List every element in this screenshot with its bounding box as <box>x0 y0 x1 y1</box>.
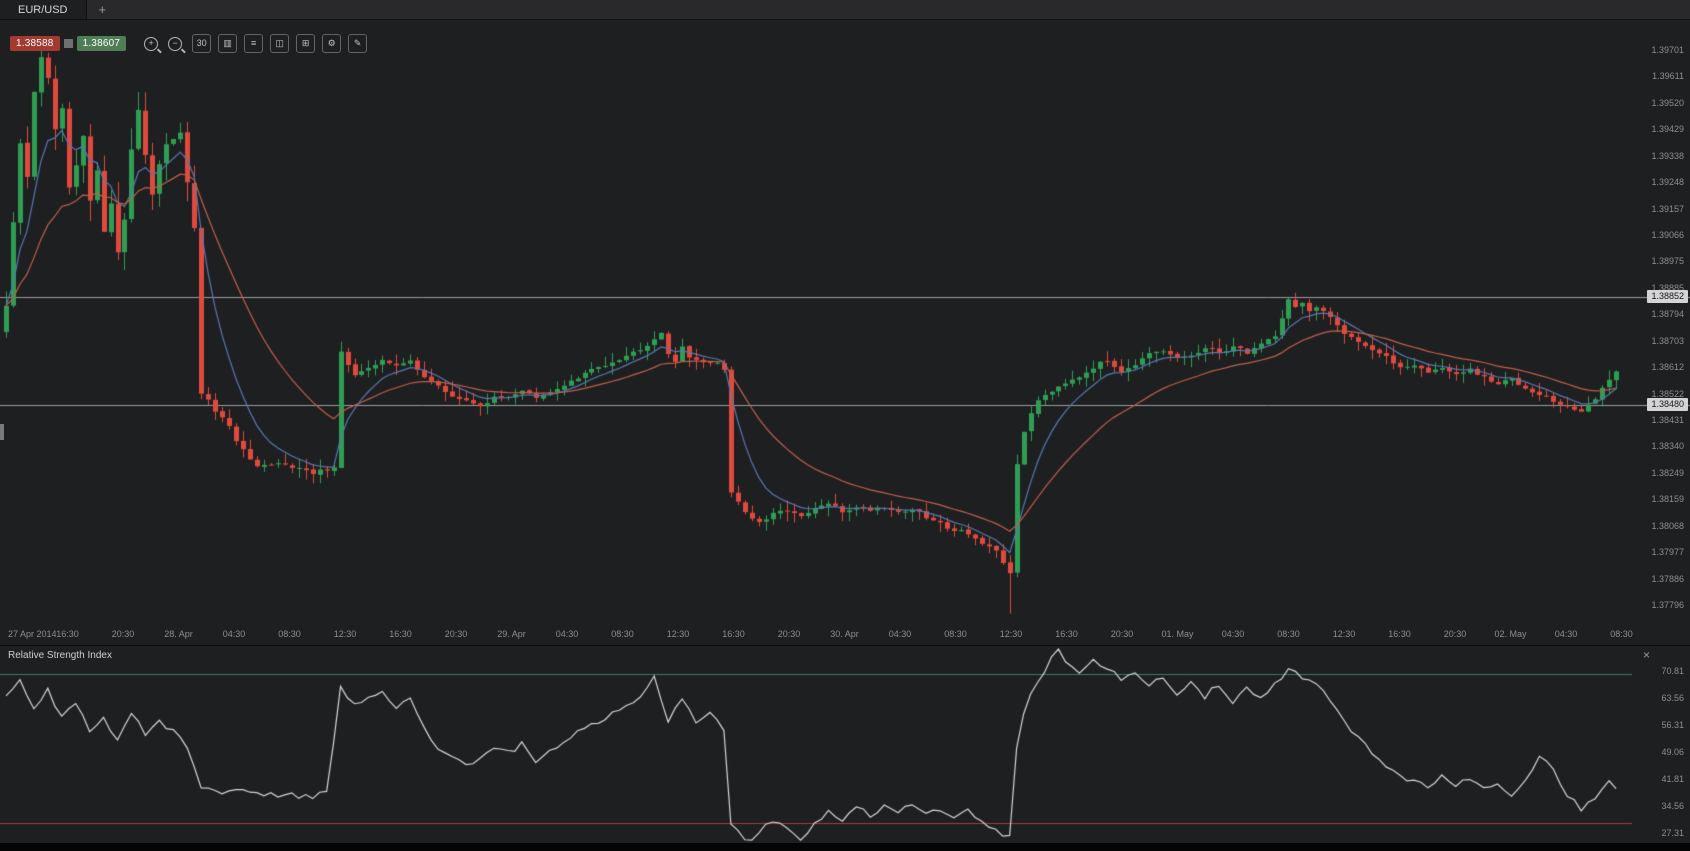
price-axis-label: 1.39338 <box>1651 150 1684 161</box>
price-axis-label: 1.38249 <box>1651 467 1684 478</box>
zoom-out-button[interactable]: − <box>168 36 183 51</box>
time-axis-label: 20:30 <box>1443 629 1467 639</box>
bid-price-badge[interactable]: 1.38588 <box>10 36 60 51</box>
time-axis-label: 04:30 <box>1554 629 1578 639</box>
ask-price-badge[interactable]: 1.38607 <box>76 36 127 51</box>
rsi-close-button[interactable]: × <box>1642 648 1650 662</box>
price-axis-label: 1.37977 <box>1651 547 1684 558</box>
rsi-axis-label: 70.81 <box>1661 666 1684 676</box>
time-axis-label: 20:30 <box>777 629 801 639</box>
price-axis-label: 1.38431 <box>1651 415 1684 426</box>
price-axis-label: 1.39701 <box>1651 45 1684 55</box>
price-axis[interactable]: 1.39701 1.39611 1.39520 1.39429 1.39338 1.392… <box>1632 20 1690 628</box>
price-axis-label: 1.37796 <box>1651 600 1684 611</box>
rsi-axis: 70.81 63.56 56.31 49.06 41.81 34.56 27.31 <box>1632 646 1690 844</box>
rsi-canvas[interactable] <box>0 646 1690 843</box>
price-axis-label: 1.39066 <box>1651 230 1684 240</box>
price-axis-label: 1.38522 <box>1651 388 1684 399</box>
time-axis[interactable]: 27 Apr 2014 16:30 20:30 28. Apr 04:30 08:30 12… <box>0 626 1640 644</box>
price-axis-label: 1.38975 <box>1651 256 1684 267</box>
time-axis-label: 12:30 <box>999 629 1023 639</box>
tab-label: EUR/USD <box>18 3 68 16</box>
price-axis-label: 1.39429 <box>1651 124 1684 135</box>
indicators-button[interactable]: ≡ <box>244 34 264 53</box>
time-axis-label: 29. Apr <box>497 629 526 639</box>
spread-indicator <box>63 39 73 48</box>
price-axis-label: 1.39248 <box>1651 177 1684 188</box>
tab-bar: EUR/USD + <box>0 0 1690 20</box>
time-axis-label: 04:30 <box>888 629 912 639</box>
time-axis-label: 02. May <box>1494 629 1527 639</box>
settings-button[interactable]: ⚙ <box>322 34 342 53</box>
time-axis-label: 16:30 <box>56 629 79 639</box>
price-axis-label: 1.38340 <box>1651 441 1684 452</box>
time-axis-label: 20:30 <box>444 629 468 639</box>
rsi-axis-label: 49.06 <box>1661 747 1684 757</box>
price-axis-label: 1.38068 <box>1651 520 1684 531</box>
time-axis-label: 20:30 <box>111 629 135 639</box>
price-axis-label: 1.38159 <box>1651 494 1684 505</box>
time-axis-label: 01. May <box>1161 629 1194 639</box>
price-axis-label: 1.38703 <box>1651 335 1684 346</box>
time-axis-label: 08:30 <box>1277 629 1300 639</box>
time-axis-label: 12:30 <box>1332 629 1356 639</box>
rsi-panel: Relative Strength Index × 70.81 63.56 56.3… <box>0 645 1690 843</box>
time-axis-label: 08:30 <box>1610 629 1633 639</box>
price-line-label[interactable]: 1.38480 <box>1647 397 1688 411</box>
new-tab-button[interactable]: + <box>98 2 107 17</box>
left-edge-handle[interactable] <box>0 424 4 440</box>
time-axis-label: 28. Apr <box>164 629 193 639</box>
time-axis-label: 30. Apr <box>830 629 859 639</box>
time-axis-label: 16:30 <box>389 629 412 639</box>
price-chart-canvas[interactable] <box>0 20 1690 645</box>
time-axis-label: 16:30 <box>722 629 745 639</box>
price-axis-label: 1.37886 <box>1651 573 1684 584</box>
time-axis-label: 12:30 <box>333 629 357 639</box>
chart-overlay: 1.38588 1.38607 + −30 ▥ ≡ ◫ ⊞ ⚙ ✎ <box>10 34 368 53</box>
compare-button[interactable]: ◫ <box>270 34 290 53</box>
price-axis-label: 1.39611 <box>1652 71 1684 82</box>
time-axis-label: 12:30 <box>666 629 690 639</box>
rsi-axis-label: 56.31 <box>1661 720 1684 730</box>
toolbar: + −30 ▥ ≡ ◫ ⊞ ⚙ ✎ <box>144 34 368 53</box>
rsi-axis-label: 27.31 <box>1661 828 1684 838</box>
time-axis-label: 20:30 <box>1110 629 1134 639</box>
rsi-title: Relative Strength Index <box>8 650 112 661</box>
chart-type-button[interactable]: ▥ <box>218 34 238 53</box>
rsi-axis-label: 63.56 <box>1661 693 1684 703</box>
tab-eurusd[interactable]: EUR/USD <box>0 0 87 19</box>
bottom-strip <box>0 843 1690 851</box>
time-axis-label: 08:30 <box>944 629 967 639</box>
price-axis-label: 1.39520 <box>1651 97 1684 108</box>
time-axis-label: 04:30 <box>1221 629 1245 639</box>
time-axis-label: 27 Apr 2014 <box>8 629 57 639</box>
price-chart-panel: 1.38588 1.38607 + −30 ▥ ≡ ◫ ⊞ ⚙ ✎ 1.39701 1.3961… <box>0 20 1690 645</box>
price-axis-label: 1.38794 <box>1651 309 1684 320</box>
rsi-axis-label: 34.56 <box>1661 801 1684 811</box>
time-axis-label: 04:30 <box>222 629 246 639</box>
price-line-label[interactable]: 1.38852 <box>1647 289 1688 303</box>
time-axis-label: 08:30 <box>611 629 634 639</box>
zoom-in-button[interactable]: + <box>144 36 159 51</box>
time-axis-label: 08:30 <box>278 629 301 639</box>
time-axis-label: 16:30 <box>1055 629 1078 639</box>
price-axis-label: 1.39157 <box>1651 203 1684 214</box>
price-axis-label: 1.38885 <box>1651 282 1684 293</box>
quote-group: 1.38588 1.38607 <box>10 36 127 51</box>
rsi-axis-label: 41.81 <box>1661 774 1684 784</box>
time-axis-label: 04:30 <box>555 629 579 639</box>
grid-button[interactable]: ⊞ <box>296 34 316 53</box>
timeframe-button[interactable]: 30 <box>192 34 212 53</box>
time-axis-label: 16:30 <box>1388 629 1411 639</box>
draw-button[interactable]: ✎ <box>348 34 368 53</box>
price-axis-label: 1.38612 <box>1651 362 1684 373</box>
